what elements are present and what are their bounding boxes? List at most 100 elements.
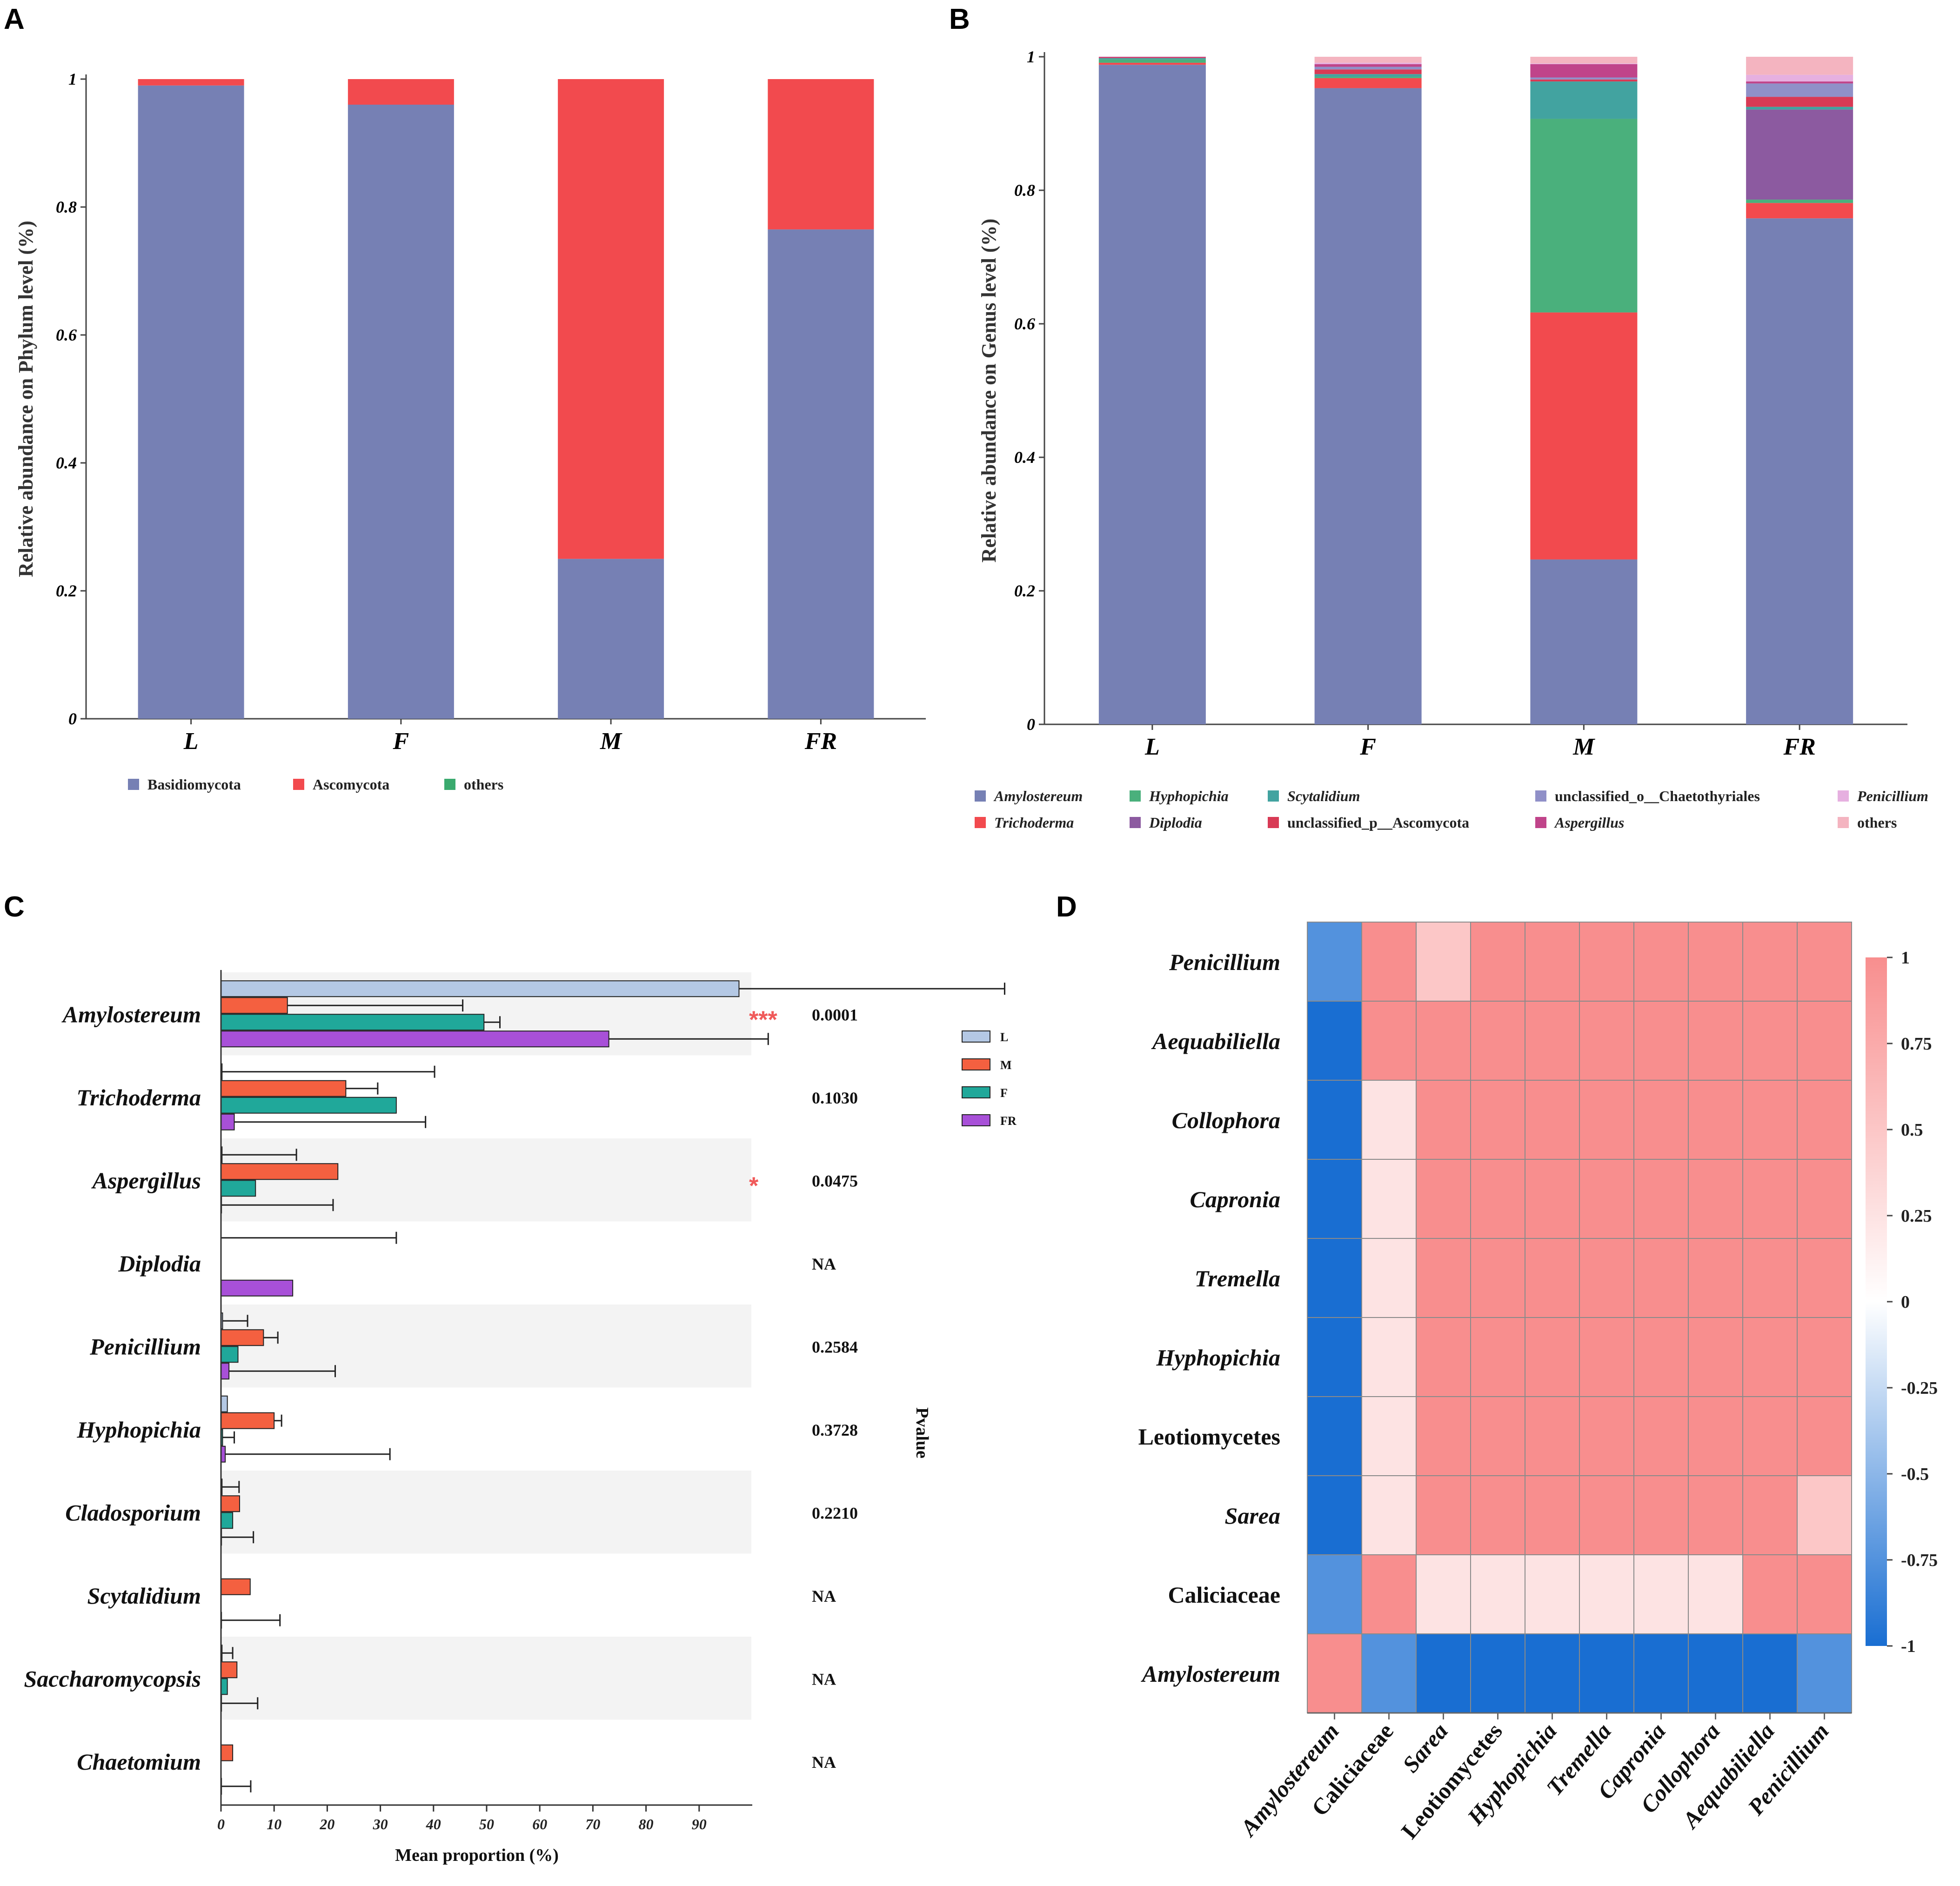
- heatmap-cell-amylostereum-penicillium: [1797, 1633, 1852, 1713]
- heatmap-cell-tremella-amylostereum: [1307, 1238, 1362, 1318]
- legend-label-basidiomycota: Basidiomycota: [147, 776, 241, 793]
- colorbar-tick-label: 0.25: [1901, 1206, 1932, 1226]
- bar-penicillium-fr: [221, 1363, 230, 1380]
- bar-l-hyphopichia: [1098, 59, 1206, 63]
- y-axis-label: Relative abundance on Phylum level (%): [14, 221, 37, 577]
- y-tick-label: 0.8: [56, 198, 77, 216]
- bar-l-trichoderma: [1098, 62, 1206, 65]
- legend-swatch-l: [962, 1030, 990, 1043]
- bar-fr-scytalidium: [1746, 107, 1853, 110]
- bar-m-trichoderma: [1530, 312, 1638, 560]
- legend-swatch-unclassified-o-chaetothyriales: [1535, 790, 1546, 802]
- heatmap-cell-caliciaceae-amylostereum: [1307, 1554, 1362, 1634]
- panel-label-d: D: [1056, 891, 1077, 923]
- heatmap-cell-caliciaceae-collophora: [1688, 1554, 1743, 1634]
- heatmap-cell-leotiomycetes-leotiomycetes: [1470, 1396, 1525, 1476]
- heatmap-cell-collophora-tremella: [1579, 1080, 1634, 1160]
- heatmap-cell-amylostereum-leotiomycetes: [1470, 1633, 1525, 1713]
- heatmap-cell-caliciaceae-leotiomycetes: [1470, 1554, 1525, 1634]
- bar-diplodia-fr: [221, 1279, 294, 1297]
- bar-aspergillus-f: [221, 1180, 256, 1197]
- legend-swatch-f: [962, 1086, 990, 1098]
- heatmap-cell-collophora-leotiomycetes: [1470, 1080, 1525, 1160]
- legend-label-hyphopichia: Hyphopichia: [1149, 788, 1229, 804]
- heatmap-cell-aequabiliella-sarea: [1416, 1001, 1471, 1081]
- legend-label-scytalidium: Scytalidium: [1287, 788, 1360, 804]
- bar-amylostereum-f: [221, 1014, 485, 1031]
- bar-m-others: [1530, 57, 1638, 64]
- bar-m-hyphopichia: [1530, 119, 1638, 313]
- heatmap-cell-caliciaceae-penicillium: [1797, 1554, 1852, 1634]
- bar-f-unclassified-o-chaetothyriales: [1314, 67, 1422, 70]
- row-band: [221, 1304, 751, 1388]
- x-axis-label: Mean proportion (%): [395, 1846, 559, 1865]
- heatmap-cell-aequabiliella-aequabiliella: [1742, 1001, 1798, 1081]
- legend-label-others: others: [464, 776, 503, 793]
- significance-amylostereum: ***: [749, 1006, 777, 1033]
- taxon-label-aspergillus: Aspergillus: [91, 1167, 201, 1193]
- taxon-label-trichoderma: Trichoderma: [76, 1084, 201, 1110]
- category-label-m: M: [1572, 734, 1595, 760]
- bar-fr-amylostereum: [1746, 218, 1853, 724]
- x-tick-label: 50: [479, 1816, 494, 1832]
- bar-f-penicillium: [1314, 62, 1422, 64]
- heatmap-cell-sarea-aequabiliella: [1742, 1475, 1798, 1555]
- p-value-diplodia: NA: [812, 1255, 836, 1273]
- heatmap-cell-tremella-leotiomycetes: [1470, 1238, 1525, 1318]
- bar-l-scytalidium: [1098, 58, 1206, 60]
- panel-label-b: B: [949, 3, 970, 35]
- p-value-amylostereum: 0.0001: [812, 1005, 858, 1024]
- x-tick-label: 60: [532, 1816, 547, 1832]
- legend-swatch-aspergillus: [1535, 817, 1546, 828]
- heatmap-cell-hyphopichia-aequabiliella: [1742, 1317, 1798, 1397]
- x-tick-label: 0: [217, 1816, 225, 1832]
- heatmap-cell-leotiomycetes-penicillium: [1797, 1396, 1852, 1476]
- taxon-label-saccharomycopsis: Saccharomycopsis: [24, 1665, 201, 1692]
- bar-fr-others: [1746, 57, 1853, 75]
- heatmap-cell-capronia-sarea: [1416, 1159, 1471, 1239]
- heatmap-cell-penicillium-capronia: [1633, 922, 1689, 1002]
- bar-l-basidiomycota: [138, 85, 244, 719]
- heatmap-cell-penicillium-tremella: [1579, 922, 1634, 1002]
- heatmap-cell-caliciaceae-sarea: [1416, 1554, 1471, 1634]
- legend-label-f: F: [1000, 1086, 1008, 1100]
- heatmap-cell-aequabiliella-amylostereum: [1307, 1001, 1362, 1081]
- heatmap-cell-hyphopichia-amylostereum: [1307, 1317, 1362, 1397]
- legend-label-trichoderma: Trichoderma: [994, 814, 1074, 831]
- heatmap-cell-tremella-caliciaceae: [1361, 1238, 1417, 1318]
- row-label-amylostereum: Amylostereum: [1141, 1661, 1280, 1687]
- heatmap-cell-hyphopichia-leotiomycetes: [1470, 1317, 1525, 1397]
- y-tick-label: 0.2: [1014, 582, 1035, 600]
- heatmap-cell-leotiomycetes-capronia: [1633, 1396, 1689, 1476]
- bar-amylostereum-l: [221, 980, 740, 997]
- heatmap-cell-tremella-collophora: [1688, 1238, 1743, 1318]
- heatmap-cell-penicillium-leotiomycetes: [1470, 922, 1525, 1002]
- heatmap-cell-hyphopichia-collophora: [1688, 1317, 1743, 1397]
- heatmap-cell-collophora-amylostereum: [1307, 1080, 1362, 1160]
- heatmap-cell-collophora-penicillium: [1797, 1080, 1852, 1160]
- pvalue-axis-label: Pvalue: [912, 1407, 932, 1458]
- y-tick-label: 1: [1027, 47, 1035, 66]
- heatmap-cell-capronia-capronia: [1633, 1159, 1689, 1239]
- bar-hyphopichia-l: [221, 1395, 228, 1412]
- heatmap-cell-collophora-sarea: [1416, 1080, 1471, 1160]
- heatmap-cell-amylostereum-sarea: [1416, 1633, 1471, 1713]
- heatmap-cell-sarea-amylostereum: [1307, 1475, 1362, 1555]
- bar-fr-hyphopichia: [1746, 200, 1853, 203]
- heatmap-cell-penicillium-aequabiliella: [1742, 922, 1798, 1002]
- legend-swatch-others: [1838, 817, 1849, 828]
- row-band: [221, 1471, 751, 1554]
- bar-f-hyphopichia: [1314, 77, 1422, 78]
- heatmap-cell-aequabiliella-caliciaceae: [1361, 1001, 1417, 1081]
- heatmap-cell-sarea-tremella: [1579, 1475, 1634, 1555]
- y-tick-label: 0: [68, 709, 77, 728]
- panel-c-mean-proportion-chart: Amylostereum 0.0001 *** Trichoderma 0.1030 As…: [24, 970, 1017, 1865]
- heatmap-cell-tremella-hyphopichia: [1525, 1238, 1580, 1318]
- row-label-caliciaceae: Caliciaceae: [1168, 1582, 1280, 1608]
- category-label-fr: FR: [1783, 734, 1815, 760]
- heatmap-cell-capronia-leotiomycetes: [1470, 1159, 1525, 1239]
- heatmap-cell-leotiomycetes-aequabiliella: [1742, 1396, 1798, 1476]
- panel-label-a: A: [4, 3, 25, 35]
- heatmap-cell-penicillium-sarea: [1416, 922, 1471, 1002]
- heatmap-cell-amylostereum-aequabiliella: [1742, 1633, 1798, 1713]
